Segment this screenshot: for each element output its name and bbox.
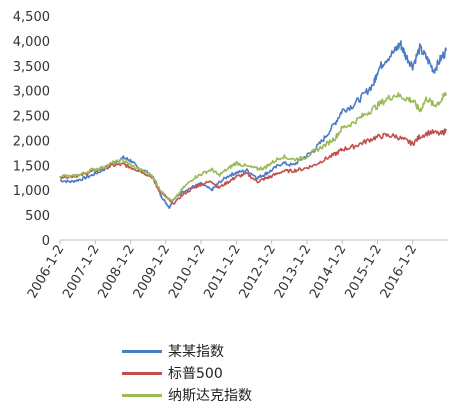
legend-label: 标普500: [168, 366, 223, 382]
legend-swatch: [122, 371, 162, 375]
y-tick-label: 4,000: [13, 35, 50, 50]
legend-label: 某某指数: [168, 344, 224, 360]
legend: 某某指数 标普500 纳斯达克指数: [122, 340, 252, 406]
y-tick-label: 0: [42, 234, 50, 249]
series-line: [59, 128, 447, 205]
y-tick-label: 2,000: [13, 134, 50, 149]
series-line: [59, 40, 447, 209]
y-tick-label: 3,000: [13, 85, 50, 100]
legend-item: 标普500: [122, 362, 252, 384]
legend-item: 某某指数: [122, 340, 252, 362]
legend-swatch: [122, 393, 162, 397]
line-chart: 0 500 1,000 1,500 2,000 2,500 3,000 3,500 4,000 4…: [13, 10, 448, 301]
legend-item: 纳斯达克指数: [122, 384, 252, 406]
y-tick-label: 4,500: [13, 10, 50, 25]
y-tick-label: 3,500: [13, 60, 50, 75]
y-tick-label: 500: [25, 209, 50, 224]
legend-label: 纳斯达克指数: [168, 388, 252, 404]
series-layer: [59, 40, 447, 209]
series-line: [59, 91, 447, 202]
y-tick-label: 2,500: [13, 110, 50, 125]
y-tick-label: 1,000: [13, 184, 50, 199]
x-axis: 2006-1-22007-1-22008-1-22009-1-22010-1-2…: [25, 239, 448, 301]
y-tick-label: 1,500: [13, 159, 50, 174]
legend-swatch: [122, 349, 162, 353]
y-axis-labels: 0 500 1,000 1,500 2,000 2,500 3,000 3,500 4,000 4…: [13, 10, 50, 249]
